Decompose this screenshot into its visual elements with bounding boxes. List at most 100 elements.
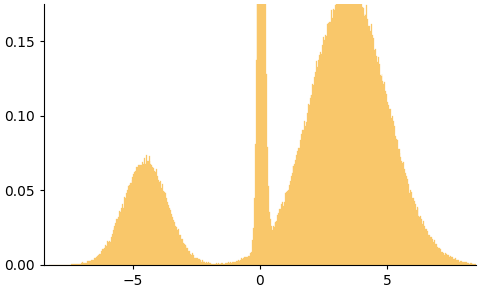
Bar [278, 213, 279, 265]
Bar [335, 5, 336, 265]
Bar [190, 253, 191, 265]
Bar [326, 24, 327, 265]
Bar [462, 262, 463, 265]
Bar [121, 208, 122, 265]
Bar [401, 161, 402, 265]
Bar [276, 221, 277, 265]
Bar [125, 198, 126, 265]
Bar [236, 261, 237, 265]
Bar [137, 167, 138, 265]
Bar [254, 198, 255, 265]
Bar [348, 0, 349, 265]
Bar [435, 246, 436, 265]
Bar [289, 185, 290, 265]
Bar [149, 156, 150, 265]
Bar [471, 263, 472, 265]
Bar [188, 251, 189, 265]
Bar [320, 52, 321, 265]
Bar [438, 248, 439, 265]
Bar [162, 184, 163, 265]
Bar [161, 188, 162, 265]
Bar [151, 165, 152, 265]
Bar [220, 263, 221, 265]
Bar [318, 60, 319, 265]
Bar [382, 74, 383, 265]
Bar [134, 172, 135, 265]
Bar [144, 158, 145, 265]
Bar [269, 212, 270, 265]
Bar [377, 62, 378, 265]
Bar [455, 259, 456, 265]
Bar [203, 262, 204, 265]
Bar [271, 226, 272, 265]
Bar [464, 262, 465, 265]
Bar [452, 257, 453, 265]
Bar [73, 264, 74, 265]
Bar [225, 263, 226, 265]
Bar [420, 216, 421, 265]
Bar [219, 264, 220, 265]
Bar [339, 0, 340, 265]
Bar [133, 174, 134, 265]
Bar [113, 230, 114, 265]
Bar [283, 206, 284, 265]
Bar [131, 183, 132, 265]
Bar [426, 229, 427, 265]
Bar [111, 237, 112, 265]
Bar [122, 204, 123, 265]
Bar [164, 192, 165, 265]
Bar [212, 264, 213, 265]
Bar [306, 122, 307, 265]
Bar [408, 184, 409, 265]
Bar [76, 264, 77, 265]
Bar [85, 263, 86, 265]
Bar [153, 168, 154, 265]
Bar [227, 263, 228, 265]
Bar [324, 40, 325, 265]
Bar [394, 126, 395, 265]
Bar [273, 226, 274, 265]
Bar [143, 164, 144, 265]
Bar [350, 0, 351, 265]
Bar [303, 130, 304, 265]
Bar [101, 251, 102, 265]
Bar [272, 230, 273, 265]
Bar [327, 23, 328, 265]
Bar [370, 31, 371, 265]
Bar [472, 264, 473, 265]
Bar [414, 201, 415, 265]
Bar [95, 258, 96, 265]
Bar [364, 14, 365, 265]
Bar [429, 235, 430, 265]
Bar [473, 264, 474, 265]
Bar [437, 246, 438, 265]
Bar [312, 84, 313, 265]
Bar [214, 264, 215, 265]
Bar [107, 241, 108, 265]
Bar [380, 75, 381, 265]
Bar [409, 193, 410, 265]
Bar [416, 210, 417, 265]
Bar [425, 229, 426, 265]
Bar [86, 263, 87, 265]
Bar [99, 254, 100, 265]
Bar [449, 257, 450, 265]
Bar [176, 227, 177, 265]
Bar [210, 263, 211, 265]
Bar [358, 0, 359, 265]
Bar [371, 24, 372, 265]
Bar [398, 149, 399, 265]
Bar [265, 0, 266, 265]
Bar [244, 257, 245, 265]
Bar [280, 209, 281, 265]
Bar [197, 258, 198, 265]
Bar [459, 262, 460, 265]
Bar [91, 260, 92, 265]
Bar [97, 256, 98, 265]
Bar [428, 235, 429, 265]
Bar [399, 154, 400, 265]
Bar [310, 98, 311, 265]
Bar [104, 248, 105, 265]
Bar [249, 256, 250, 265]
Bar [93, 260, 94, 265]
